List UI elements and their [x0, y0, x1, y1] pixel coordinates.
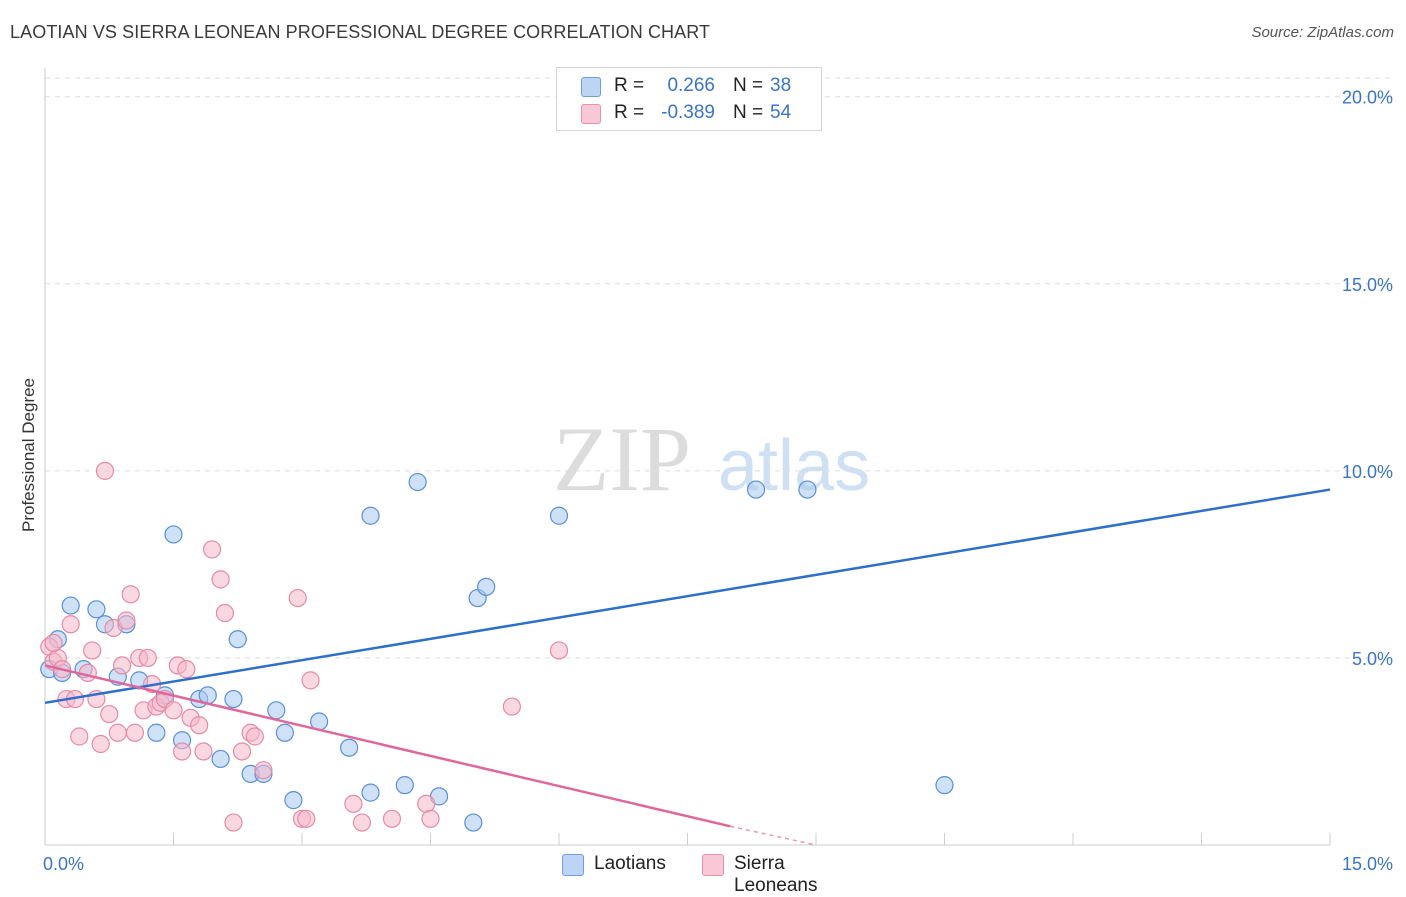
- y-tick-label: 10.0%: [1342, 462, 1393, 482]
- watermark-zip: ZIP: [553, 408, 691, 510]
- y-tick-label: 5.0%: [1352, 649, 1393, 669]
- point-sierra-leoneans: [177, 660, 196, 679]
- y-axis-label: Professional Degree: [19, 378, 38, 532]
- point-sierra-leoneans: [108, 723, 127, 742]
- legend-n-label: N =: [733, 102, 764, 123]
- point-sierra-leoneans: [121, 585, 140, 604]
- grid-lines: [45, 77, 1395, 659]
- trend-line-sierra-leoneans: [44, 664, 731, 828]
- point-laotians: [361, 783, 380, 802]
- point-sierra-leoneans: [202, 540, 222, 559]
- bottom-legend-label: Laotians: [594, 853, 666, 874]
- point-sierra-leoneans: [502, 697, 521, 716]
- watermark-atlas: atlas: [718, 426, 870, 506]
- point-laotians: [408, 472, 427, 492]
- point-sierra-leoneans: [164, 701, 183, 720]
- point-laotians: [935, 776, 954, 795]
- legend-r-label: R =: [614, 75, 645, 96]
- point-laotians: [87, 600, 106, 619]
- point-sierra-leoneans: [297, 809, 316, 828]
- point-sierra-leoneans: [215, 603, 234, 623]
- tick-labels: 5.0% 10.0% 15.0% 20.0% 0.0% 15.0% Professional…: [19, 88, 1393, 874]
- legend-row-sierra: R = -0.389 N = 54: [557, 101, 821, 127]
- y-tick-label: 20.0%: [1342, 88, 1393, 108]
- point-laotians: [228, 630, 247, 649]
- bottom-legend-swatch-blue: [562, 854, 584, 876]
- point-laotians: [798, 480, 817, 499]
- point-laotians: [267, 701, 286, 720]
- point-sierra-leoneans: [421, 809, 440, 828]
- point-sierra-leoneans: [211, 570, 230, 589]
- point-sierra-leoneans: [70, 727, 89, 746]
- point-sierra-leoneans: [232, 742, 252, 761]
- watermark: ZIP atlas: [553, 408, 870, 510]
- point-sierra-leoneans: [125, 723, 145, 742]
- point-laotians: [549, 506, 569, 525]
- point-sierra-leoneans: [382, 809, 402, 828]
- trend-lines: [44, 488, 1331, 846]
- point-sierra-leoneans: [344, 794, 363, 813]
- y-tick-label: 15.0%: [1342, 275, 1393, 295]
- point-laotians: [464, 813, 483, 832]
- point-laotians: [61, 596, 80, 615]
- point-laotians: [284, 791, 303, 810]
- point-laotians: [340, 738, 359, 757]
- legend-r-value: -0.389: [661, 102, 715, 123]
- trend-line-laotians: [44, 488, 1331, 705]
- point-sierra-leoneans: [117, 611, 136, 630]
- point-sierra-leoneans: [417, 794, 436, 813]
- point-laotians: [211, 749, 230, 769]
- bottom-legend-label: Sierra Leoneans: [734, 853, 818, 896]
- data-points: [40, 461, 954, 832]
- point-laotians: [395, 776, 414, 795]
- point-sierra-leoneans: [112, 656, 132, 675]
- point-sierra-leoneans: [61, 615, 80, 634]
- legend-row-laotians: R = 0.266 N = 38: [557, 74, 821, 100]
- point-laotians: [147, 723, 166, 742]
- point-sierra-leoneans: [138, 648, 157, 668]
- point-sierra-leoneans: [549, 641, 569, 660]
- point-laotians: [224, 689, 243, 709]
- stats-legend: R = 0.266 N = 38 R = -0.389 N = 54: [556, 67, 822, 131]
- point-sierra-leoneans: [245, 727, 264, 746]
- point-laotians: [361, 506, 380, 525]
- point-sierra-leoneans: [190, 716, 209, 735]
- point-sierra-leoneans: [288, 588, 307, 608]
- point-sierra-leoneans: [224, 813, 243, 832]
- chart-title: LAOTIAN VS SIERRA LEONEAN PROFESSIONAL D…: [10, 22, 711, 42]
- x-tick-label: 15.0%: [1342, 854, 1393, 874]
- point-laotians: [164, 525, 183, 544]
- legend-swatch-pink: [581, 104, 601, 124]
- chart-source: Source: ZipAtlas.com: [1251, 24, 1394, 41]
- point-laotians: [275, 723, 294, 742]
- axes: [44, 68, 1331, 846]
- point-laotians: [746, 480, 766, 499]
- point-laotians: [477, 577, 496, 596]
- legend-swatch-blue: [581, 77, 601, 97]
- legend-r-label: R =: [614, 102, 645, 123]
- point-sierra-leoneans: [254, 761, 273, 780]
- bottom-legend-swatch-pink: [702, 854, 724, 876]
- point-sierra-leoneans: [301, 671, 320, 690]
- x-tick-label: 0.0%: [43, 854, 84, 874]
- point-sierra-leoneans: [95, 461, 115, 480]
- legend-r-value: 0.266: [667, 75, 715, 96]
- legend-n-value: 38: [770, 75, 792, 96]
- point-sierra-leoneans: [83, 641, 102, 660]
- point-sierra-leoneans: [91, 734, 110, 754]
- point-sierra-leoneans: [44, 633, 63, 653]
- legend-n-value: 54: [770, 102, 792, 123]
- point-sierra-leoneans: [172, 742, 192, 761]
- point-sierra-leoneans: [100, 704, 119, 724]
- trend-line-sierra-leoneans-extension: [730, 825, 817, 846]
- point-sierra-leoneans: [194, 742, 213, 761]
- point-sierra-leoneans: [352, 813, 372, 832]
- legend-n-label: N =: [733, 75, 764, 96]
